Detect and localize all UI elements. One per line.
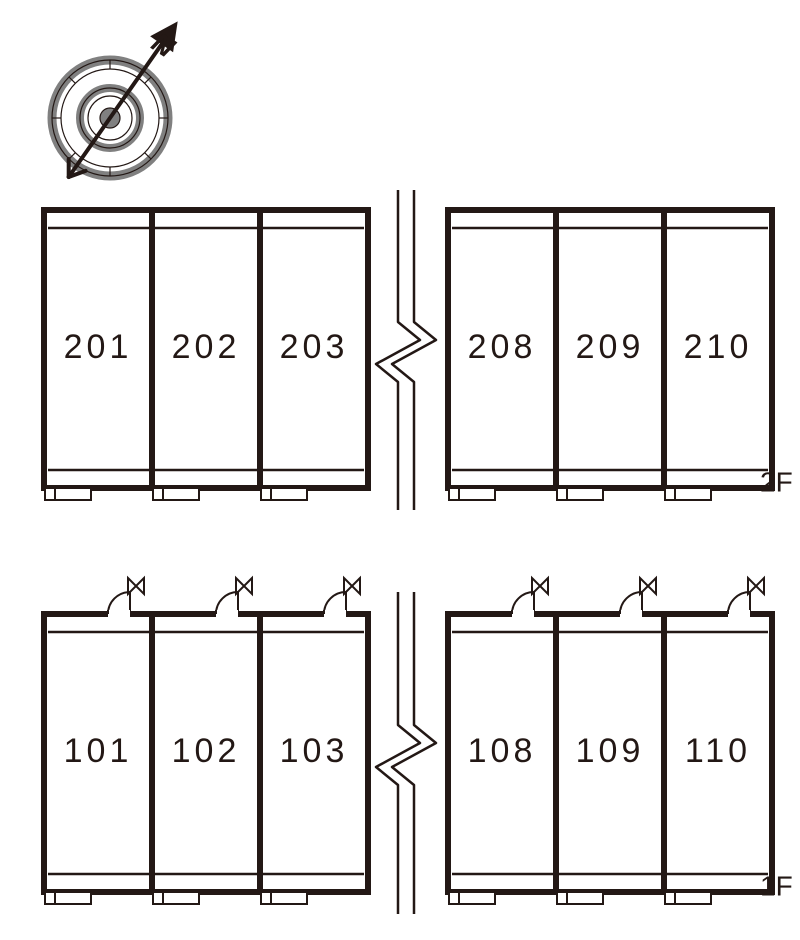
room-label: 109 — [576, 732, 645, 770]
room-label: 203 — [280, 328, 349, 366]
floorplan-diagram: N 201 202 203 208 209 210 2F 101 102 103 108 109 110 1… — [0, 0, 800, 940]
room-label: 210 — [684, 328, 753, 366]
room-label: 202 — [172, 328, 241, 366]
room-label: 110 — [685, 732, 751, 770]
floor-label: 1F — [760, 870, 793, 901]
compass: N — [52, 21, 181, 177]
room-label: 201 — [64, 328, 133, 366]
room-label: 102 — [172, 732, 241, 770]
floor-label: 2F — [760, 466, 793, 497]
room-label: 108 — [468, 732, 537, 770]
room-label: 103 — [280, 732, 349, 770]
room-label: 208 — [468, 328, 537, 366]
section-break — [376, 190, 436, 510]
room-label: 101 — [64, 732, 133, 770]
room-label: 209 — [576, 328, 645, 366]
section-break — [376, 592, 436, 914]
